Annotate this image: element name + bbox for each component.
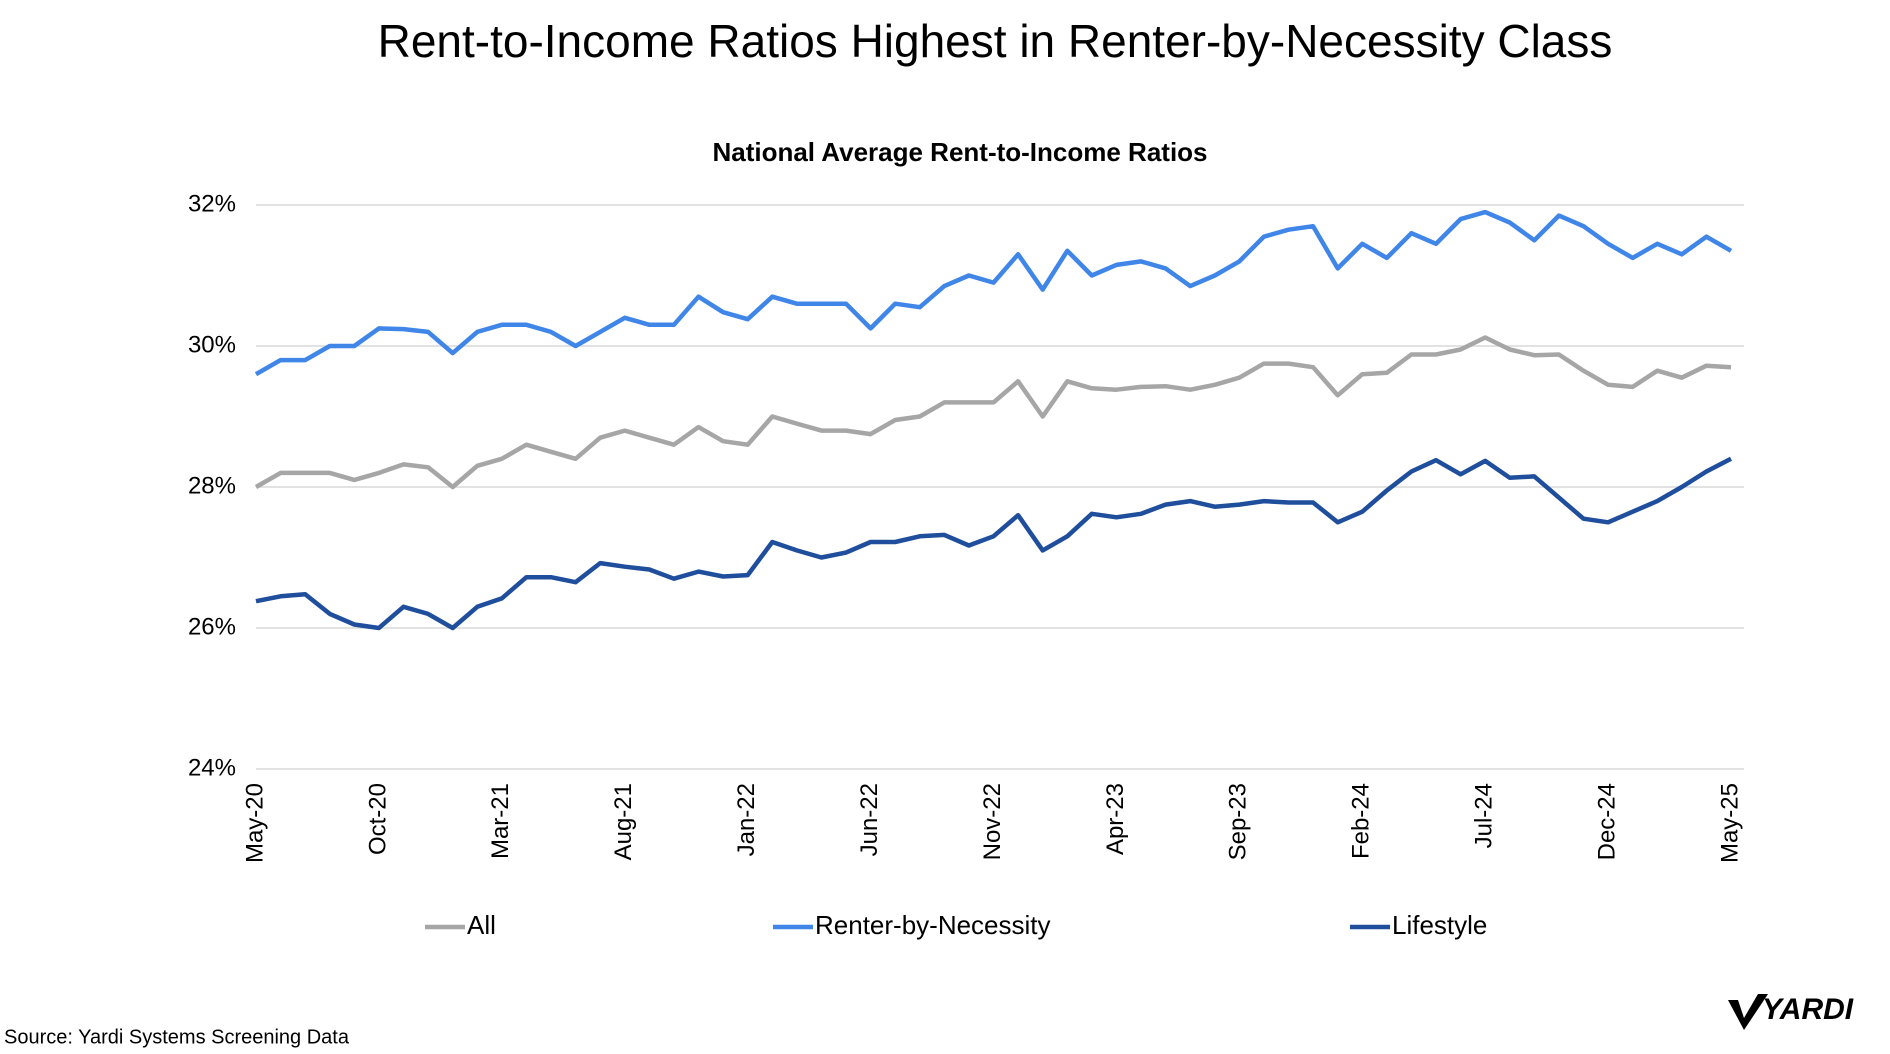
legend-label: Renter-by-Necessity	[815, 910, 1051, 940]
series-line	[254, 209, 1733, 377]
logo: YARDI	[1762, 993, 1854, 1026]
y-tick-label: 28%	[188, 472, 236, 499]
chart-subtitle: National Average Rent-to-Income Ratios	[712, 137, 1207, 167]
x-tick-label: Jan-22	[733, 783, 760, 856]
x-tick-label: Jul-24	[1471, 783, 1498, 848]
x-tick-label: Mar-21	[487, 783, 514, 859]
y-tick-label: 30%	[188, 331, 236, 358]
x-tick-label: Apr-23	[1102, 783, 1129, 855]
x-tick-label: May-20	[241, 783, 268, 863]
legend-label: Lifestyle	[1392, 910, 1487, 940]
x-tick-label: Aug-21	[610, 783, 637, 860]
logo-mark	[1728, 994, 1768, 1030]
x-tick-label: Feb-24	[1348, 783, 1375, 859]
x-tick-label: Sep-23	[1225, 783, 1252, 860]
legend-label: All	[467, 910, 496, 940]
x-tick-label: Oct-20	[364, 783, 391, 855]
x-tick-label: May-25	[1716, 783, 1743, 863]
chart-title: Rent-to-Income Ratios Highest in Renter-…	[378, 15, 1613, 67]
x-tick-label: Jun-22	[856, 783, 883, 856]
y-tick-label: 26%	[188, 613, 236, 640]
series-line	[254, 335, 1732, 490]
y-tick-label: 24%	[188, 754, 236, 781]
x-tick-label: Dec-24	[1593, 783, 1620, 860]
source-note: Source: Yardi Systems Screening Data	[4, 1026, 350, 1048]
y-tick-label: 32%	[188, 190, 236, 217]
x-tick-label: Nov-22	[979, 783, 1006, 860]
series-line	[255, 456, 1733, 631]
